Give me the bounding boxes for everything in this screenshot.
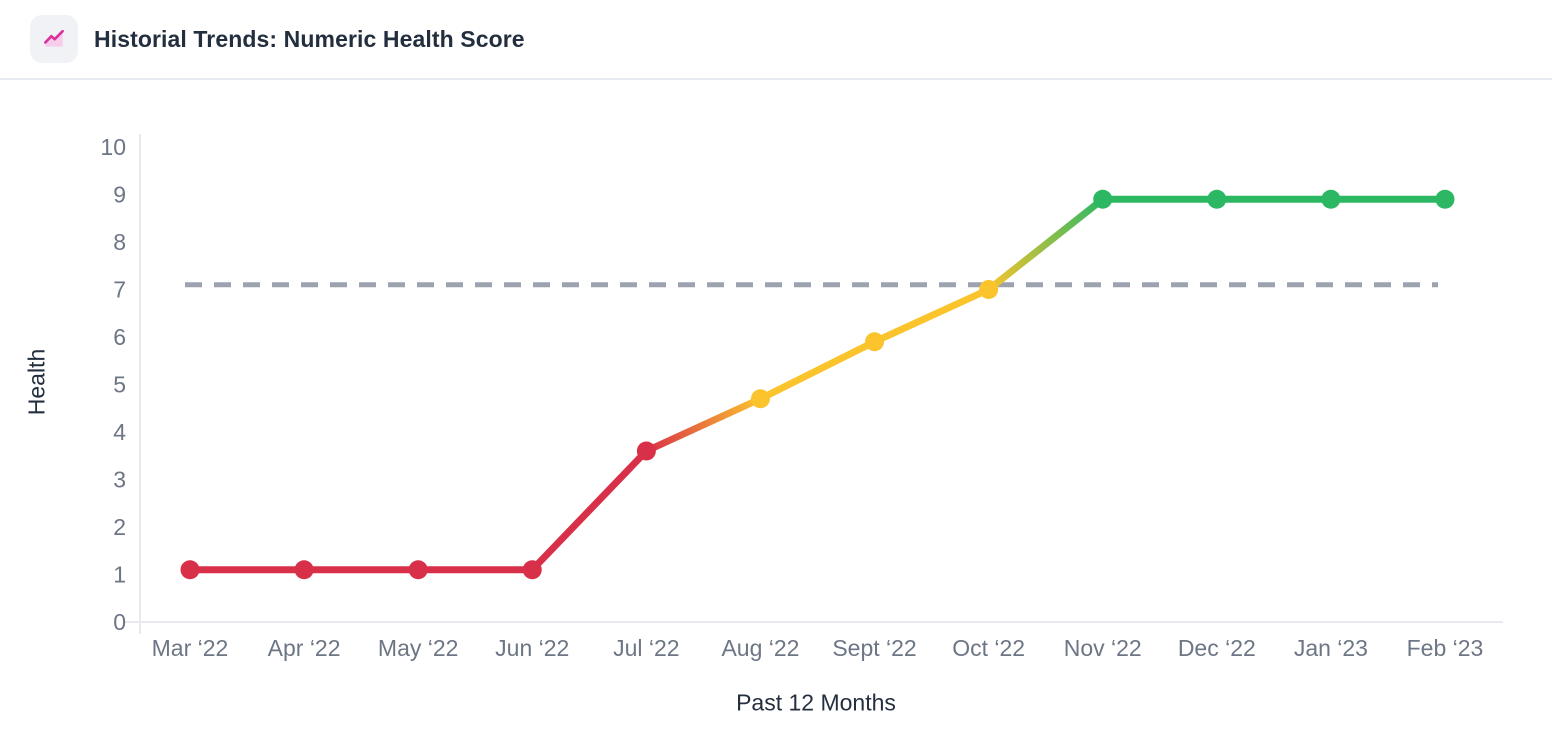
- data-point[interactable]: [1321, 189, 1341, 209]
- data-point[interactable]: [865, 332, 885, 352]
- x-tick-label: Aug ‘22: [721, 635, 799, 661]
- trend-line-segment: [871, 286, 993, 346]
- x-tick-label: Nov ‘22: [1064, 635, 1142, 661]
- x-tick-label: Jan ‘23: [1294, 635, 1368, 661]
- data-point[interactable]: [522, 560, 542, 580]
- data-point[interactable]: [1435, 189, 1455, 209]
- trend-line-segment: [985, 195, 1107, 293]
- data-point[interactable]: [1207, 189, 1227, 209]
- trend-line-segment: [642, 395, 764, 455]
- chart-canvas: 0 1 2 3 4 5 6 7 8 9 10 Mar ‘22 Apr ‘22 May ‘22 Jun ‘22…: [100, 134, 1503, 661]
- x-tick-label: Dec ‘22: [1178, 635, 1256, 661]
- trend-area-chart-icon: [30, 15, 78, 63]
- data-point[interactable]: [750, 389, 770, 409]
- widget-header: Historial Trends: Numeric Health Score: [0, 0, 1552, 80]
- y-tick-label: 2: [113, 514, 126, 540]
- y-tick-label: 7: [113, 277, 126, 303]
- y-axis-title: Health: [23, 348, 50, 416]
- x-tick-label: May ‘22: [378, 635, 459, 661]
- x-tick-label: Jul ‘22: [613, 635, 679, 661]
- x-tick-label: Jun ‘22: [495, 635, 569, 661]
- y-tick-label: 8: [113, 229, 126, 255]
- data-point[interactable]: [1093, 189, 1113, 209]
- y-tick-label: 5: [113, 372, 126, 398]
- y-tick-label: 6: [113, 324, 126, 350]
- trend-line-segment: [756, 338, 879, 403]
- x-tick-label: Sept ‘22: [832, 635, 916, 661]
- data-point[interactable]: [636, 441, 656, 461]
- trend-line-segment: [528, 447, 650, 574]
- x-tick-label: Oct ‘22: [952, 635, 1025, 661]
- x-tick-label: Feb ‘23: [1407, 635, 1484, 661]
- y-tick-label: 10: [100, 134, 126, 160]
- y-tick-label: 0: [113, 609, 126, 635]
- data-point[interactable]: [180, 560, 200, 580]
- x-axis-title: Past 12 Months: [736, 689, 896, 716]
- data-point[interactable]: [294, 560, 314, 580]
- y-tick-label: 3: [113, 467, 126, 493]
- y-tick-label: 4: [113, 419, 126, 445]
- data-point[interactable]: [979, 280, 999, 299]
- y-tick-label: 1: [113, 562, 126, 588]
- x-tick-label: Apr ‘22: [268, 635, 341, 661]
- health-score-chart: 0 1 2 3 4 5 6 7 8 9 10 Mar ‘22 Apr ‘22 May ‘22 Jun ‘22…: [0, 80, 1552, 746]
- data-point[interactable]: [408, 560, 428, 580]
- page-title: Historial Trends: Numeric Health Score: [94, 25, 525, 52]
- x-tick-label: Mar ‘22: [152, 635, 229, 661]
- y-tick-label: 9: [113, 182, 126, 208]
